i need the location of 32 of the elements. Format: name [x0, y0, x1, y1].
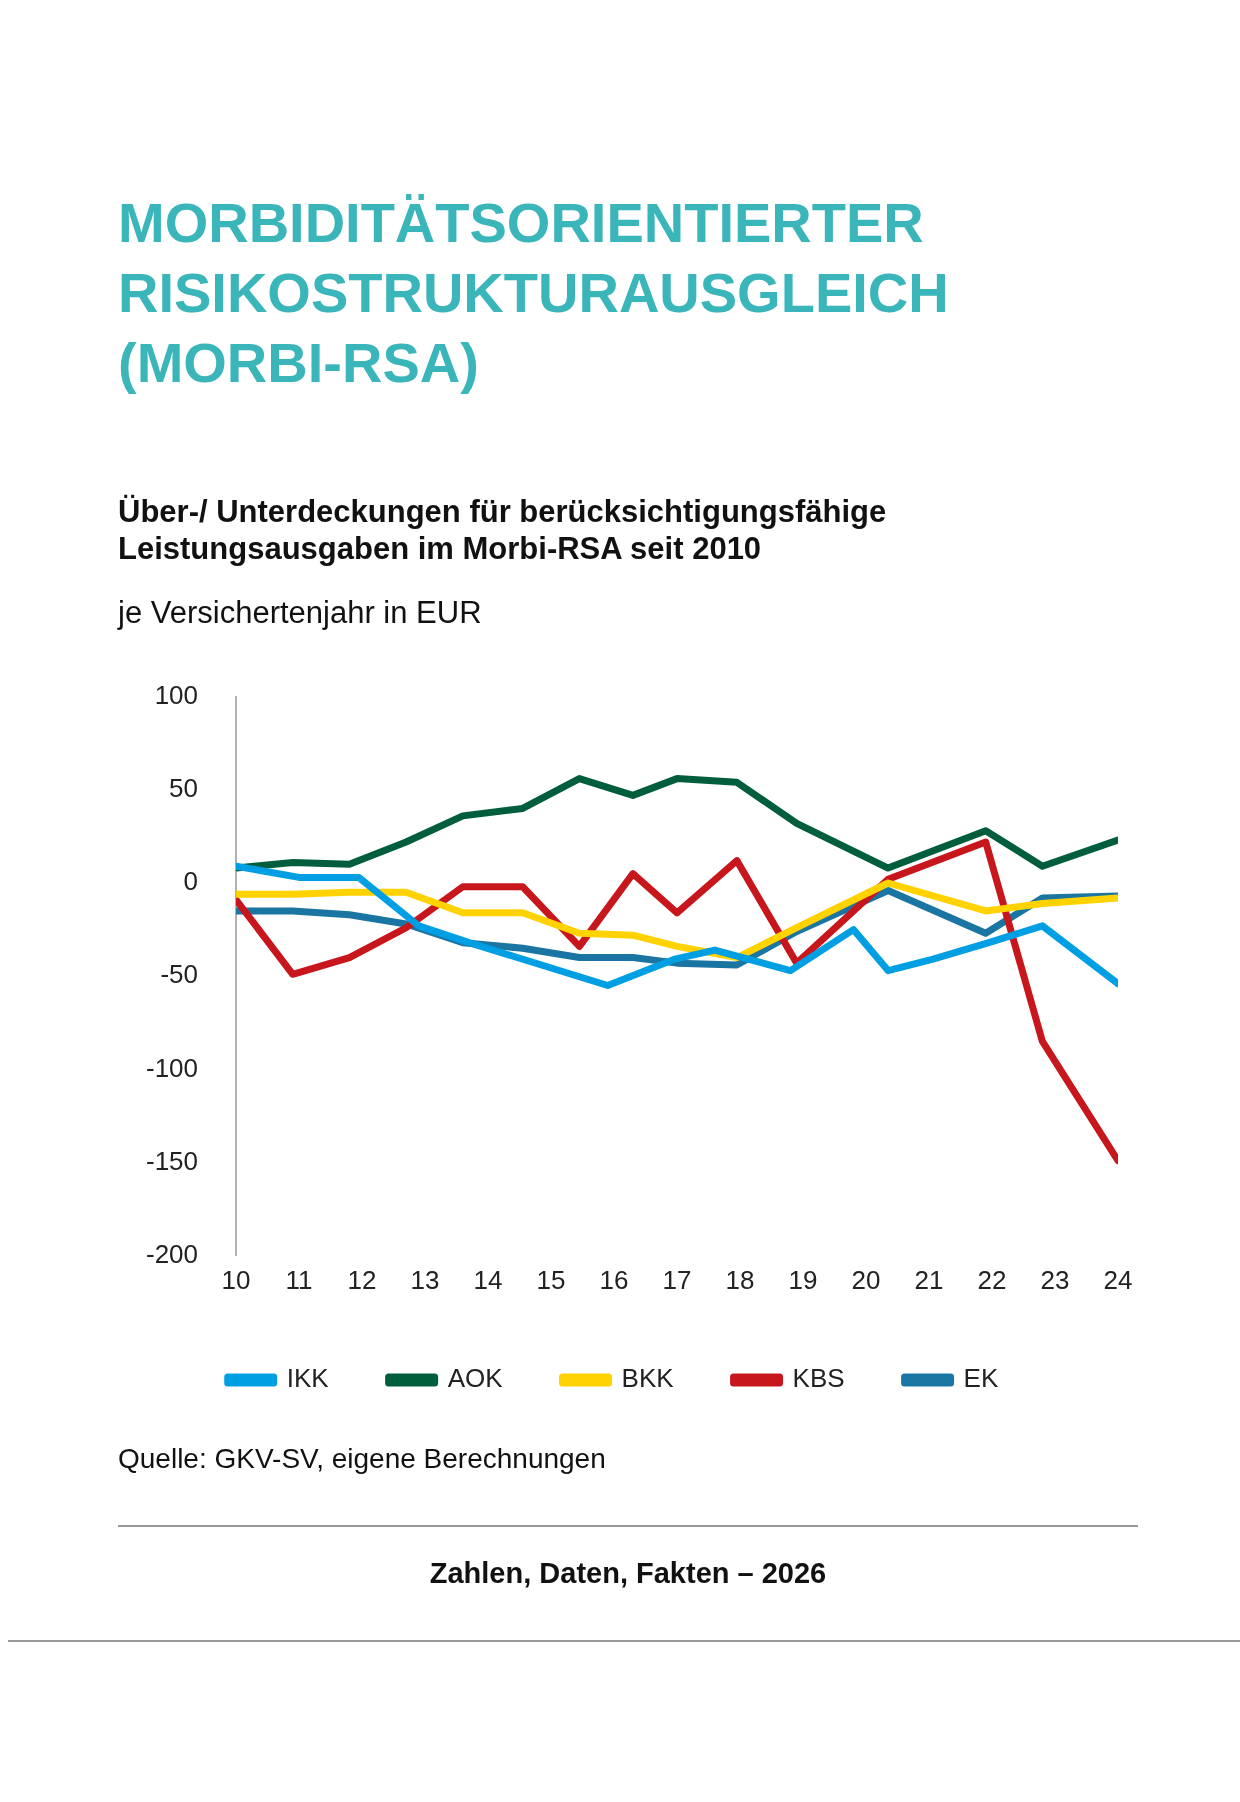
x-tick-label: 24 — [1103, 1264, 1133, 1295]
y-tick-label: -150 — [145, 1145, 199, 1176]
legend-label: AOK — [447, 1363, 504, 1394]
y-tick-label: 100 — [154, 679, 199, 710]
x-tick-label: 18 — [725, 1264, 755, 1295]
x-tick-label: 22 — [977, 1264, 1007, 1295]
legend-label: BKK — [621, 1363, 675, 1394]
x-tick-label: 14 — [473, 1264, 503, 1295]
y-axis-title: je Versichertenjahr in EUR — [118, 595, 483, 631]
x-tick-label: 13 — [410, 1264, 440, 1295]
x-tick-label: 20 — [851, 1264, 881, 1295]
x-tick-label: 23 — [1040, 1264, 1070, 1295]
legend-label: KBS — [792, 1363, 845, 1394]
y-tick-label: 50 — [169, 772, 199, 803]
legend-label: EK — [963, 1363, 999, 1394]
x-tick-label: 10 — [221, 1264, 251, 1295]
text: Zahlen, Daten, Fakten – 2026 — [428, 1557, 828, 1590]
legend-label: IKK — [286, 1363, 330, 1394]
y-tick-label: -100 — [145, 1052, 199, 1083]
x-tick-label: 12 — [347, 1264, 377, 1295]
y-tick-label: 0 — [183, 866, 199, 897]
x-tick-label: 17 — [662, 1264, 692, 1295]
x-tick-label: 21 — [914, 1264, 944, 1295]
y-tick-label: -50 — [160, 959, 199, 990]
x-tick-label: 16 — [599, 1264, 629, 1295]
x-tick-label: 19 — [788, 1264, 818, 1295]
chart-subtitle: Über-/ Unterdeckungen für berücksichtigungsfähige Leistungsausgaben im Morbi-RSA seit 2010 — [118, 493, 888, 567]
source-note: Quelle: GKV-SV, eigene Berechnungen — [118, 1443, 607, 1475]
y-tick-label: -200 — [145, 1238, 199, 1269]
chart-title: MORBIDITÄTSORIENTIERTER RISIKOSTRUKTURAUSGLEICH (MORBI-RSA) — [118, 190, 950, 396]
x-tick-label: 11 — [285, 1264, 313, 1295]
x-tick-label: 15 — [536, 1264, 566, 1295]
